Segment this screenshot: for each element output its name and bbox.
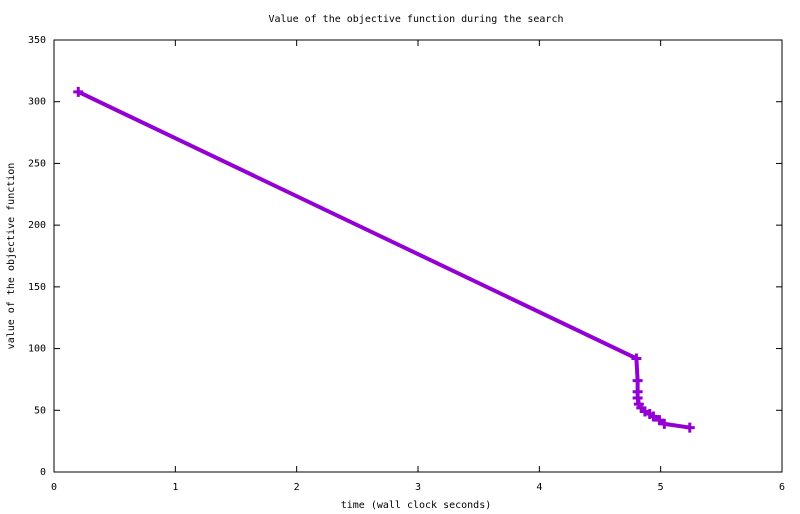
- y-tick-label: 0: [40, 467, 46, 478]
- point-marker: [659, 418, 670, 429]
- x-tick-label: 5: [658, 482, 664, 493]
- point-marker: [648, 411, 659, 422]
- point-marker: [73, 86, 84, 97]
- x-tick-label: 1: [172, 482, 178, 493]
- x-tick-label: 2: [294, 482, 300, 493]
- x-tick-label: 0: [51, 482, 57, 493]
- y-tick-label: 300: [28, 97, 46, 108]
- x-tick-label: 6: [779, 482, 785, 493]
- x-axis-label: time (wall clock seconds): [341, 500, 492, 511]
- y-tick-label: 350: [28, 35, 46, 46]
- y-tick-label: 150: [28, 282, 46, 293]
- y-tick-label: 250: [28, 158, 46, 169]
- chart-title: Value of the objective function during t…: [268, 14, 563, 25]
- y-tick-label: 100: [28, 344, 46, 355]
- point-marker: [632, 375, 643, 386]
- x-tick-label: 4: [536, 482, 542, 493]
- point-marker: [631, 353, 642, 364]
- y-tick-label: 50: [34, 405, 46, 416]
- point-marker: [684, 422, 695, 433]
- x-tick-label: 3: [415, 482, 421, 493]
- y-axis-label: value of the objective function: [6, 163, 17, 350]
- y-tick-label: 200: [28, 220, 46, 231]
